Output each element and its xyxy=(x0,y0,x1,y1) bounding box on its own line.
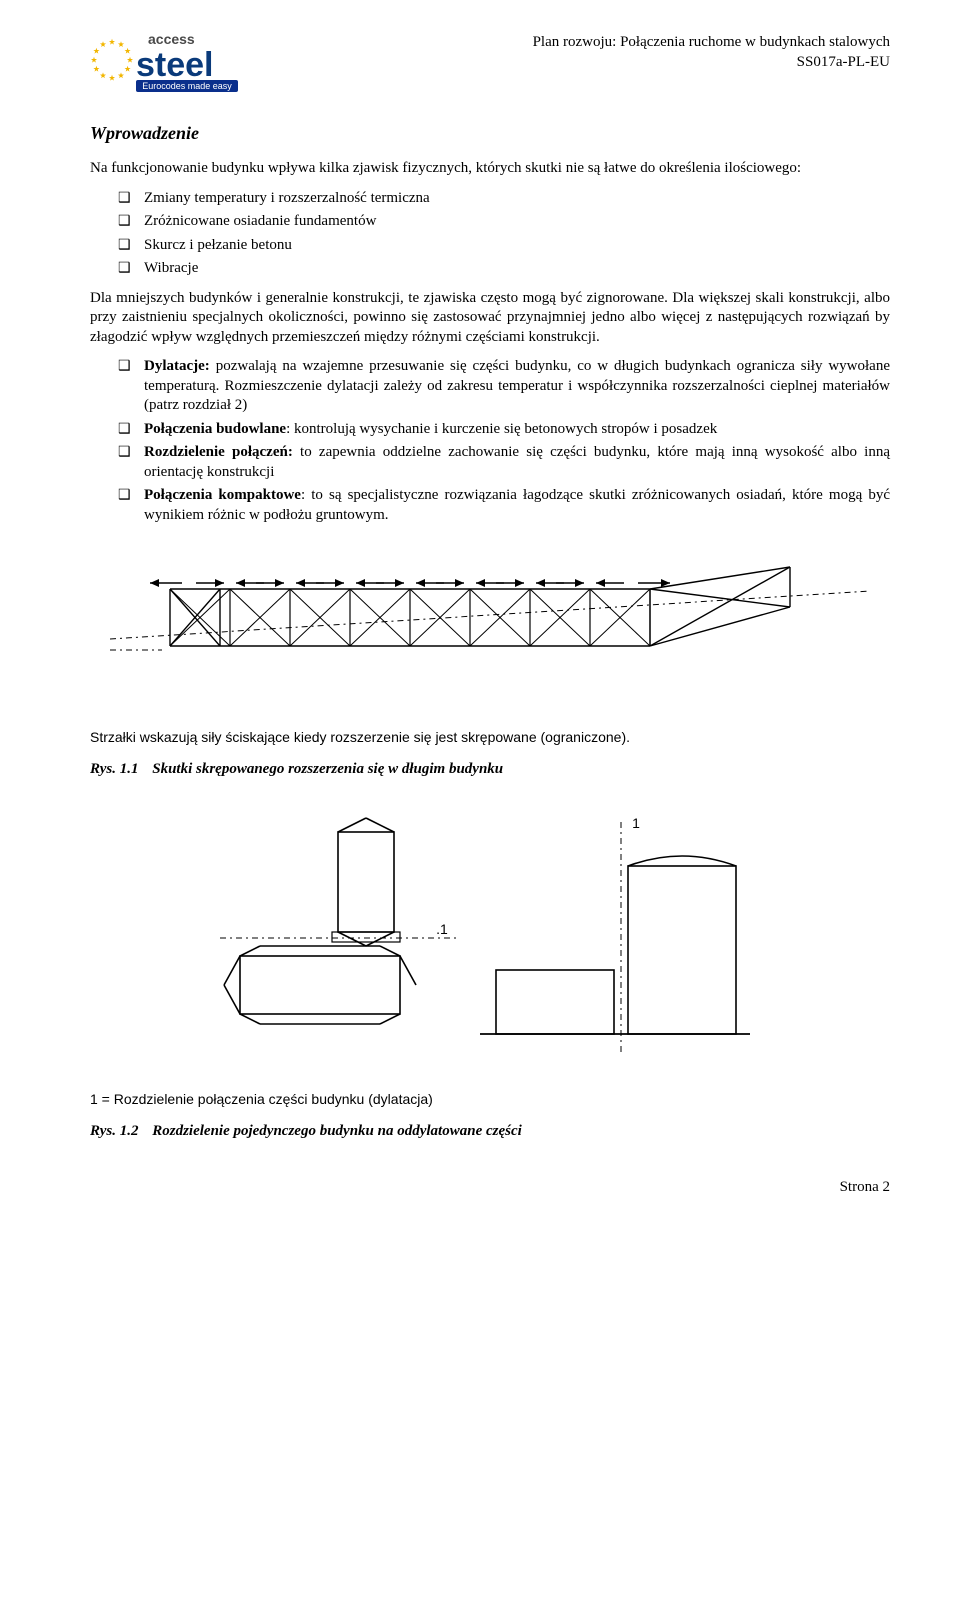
svg-text:steel: steel xyxy=(136,46,214,84)
figure-1-svg xyxy=(110,551,870,701)
header-code: SS017a-PL-EU xyxy=(533,52,890,72)
mid-paragraph: Dla mniejszych budynków i generalnie kon… xyxy=(90,289,890,348)
bullet-list-1: Zmiany temperatury i rozszerzalność term… xyxy=(118,189,890,279)
page-footer: Strona 2 xyxy=(90,1178,890,1198)
logo: access steel Eurocodes made easy xyxy=(90,30,240,94)
figure-2-label: Rys. 1.2 Rozdzielenie pojedynczego budyn… xyxy=(90,1122,890,1142)
intro-paragraph: Na funkcjonowanie budynku wpływa kilka z… xyxy=(90,159,890,179)
svg-text:.1: .1 xyxy=(436,921,448,937)
list-item: Rozdzielenie połączeń: to zapewnia oddzi… xyxy=(118,443,890,482)
page-header: access steel Eurocodes made easy Plan ro… xyxy=(90,30,890,94)
figure-1 xyxy=(90,551,890,708)
svg-text:access: access xyxy=(148,31,195,47)
list-item: Połączenia budowlane: kontrolują wysycha… xyxy=(118,420,890,440)
figure-1-caption: Strzałki wskazują siły ściskające kiedy … xyxy=(90,728,890,746)
figure-2-label-text: Rozdzielenie pojedynczego budynku na odd… xyxy=(152,1123,522,1139)
list-item: Dylatacje: pozwalają na wzajemne przesuw… xyxy=(118,357,890,416)
bullet-list-2: Dylatacje: pozwalają na wzajemne przesuw… xyxy=(118,357,890,525)
figure-2-svg: .1 1 xyxy=(210,814,770,1064)
figure-2: .1 1 xyxy=(90,814,890,1071)
svg-text:Eurocodes made easy: Eurocodes made easy xyxy=(142,81,232,91)
list-item: Zróżnicowane osiadanie fundamentów xyxy=(118,212,890,232)
figure-1-label-prefix: Rys. 1.1 xyxy=(90,760,138,780)
list-item: Skurcz i pełzanie betonu xyxy=(118,236,890,256)
svg-text:1: 1 xyxy=(632,815,640,831)
figure-2-label-prefix: Rys. 1.2 xyxy=(90,1122,138,1142)
list-item: Zmiany temperatury i rozszerzalność term… xyxy=(118,189,890,209)
header-right: Plan rozwoju: Połączenia ruchome w budyn… xyxy=(533,30,890,73)
figure-1-label-text: Skutki skrępowanego rozszerzenia się w d… xyxy=(152,761,503,777)
list-item: Wibracje xyxy=(118,259,890,279)
logo-svg: access steel Eurocodes made easy xyxy=(90,30,240,94)
header-title: Plan rozwoju: Połączenia ruchome w budyn… xyxy=(533,32,890,52)
list-item: Połączenia kompaktowe: to są specjalisty… xyxy=(118,486,890,525)
section-heading: Wprowadzenie xyxy=(90,122,890,145)
figure-1-label: Rys. 1.1 Skutki skrępowanego rozszerzeni… xyxy=(90,760,890,780)
figure-2-legend: 1 = Rozdzielenie połączenia części budyn… xyxy=(90,1090,890,1108)
